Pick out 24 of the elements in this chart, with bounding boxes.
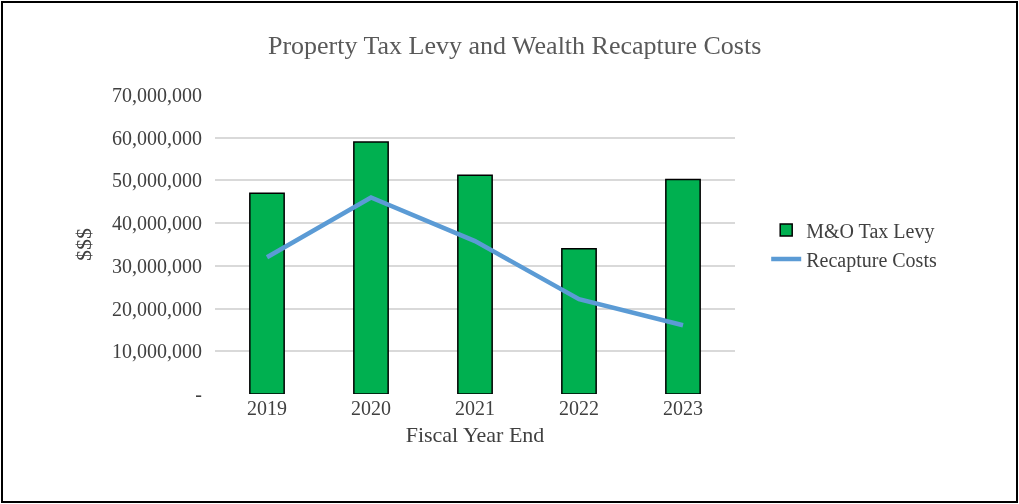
bar (457, 174, 493, 394)
y-tick-label: 60,000,000 (112, 126, 202, 149)
bar (665, 178, 701, 394)
x-tick-label: 2019 (247, 397, 287, 419)
y-tick-label: - (195, 383, 202, 405)
x-tick-label: 2021 (455, 397, 495, 419)
chart-title: Property Tax Levy and Wealth Recapture Costs (267, 31, 762, 61)
legend-label: Recapture Costs (806, 248, 937, 272)
y-tick-label: 70,000,000 (112, 84, 202, 106)
legend-label: M&O Tax Levy (806, 219, 935, 243)
y-axis-title: $$$ (70, 228, 96, 261)
x-axis-title: Fiscal Year End (405, 421, 545, 447)
y-tick-label: 40,000,000 (112, 212, 202, 235)
x-tick-label: 2020 (351, 397, 391, 419)
bar (353, 141, 389, 394)
y-tick-label: 10,000,000 (112, 340, 202, 363)
bar (249, 192, 285, 394)
y-tick-label: 30,000,000 (112, 254, 202, 277)
y-tick-label: 50,000,000 (112, 169, 202, 192)
x-tick-label: 2023 (663, 397, 703, 419)
bar (561, 248, 597, 394)
x-tick-label: 2022 (559, 397, 599, 419)
y-tick-label: 20,000,000 (112, 297, 202, 320)
line-series (264, 195, 686, 328)
